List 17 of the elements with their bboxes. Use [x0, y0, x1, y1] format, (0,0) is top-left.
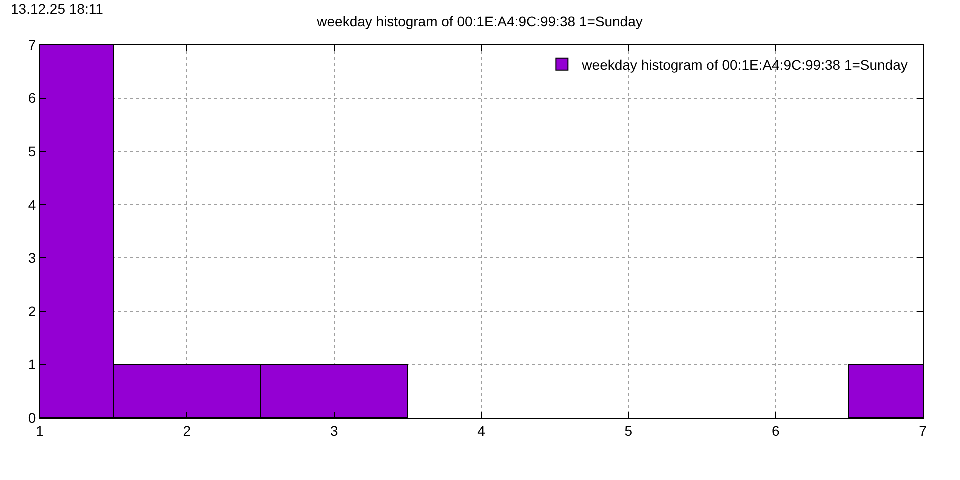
x-tick-label: 3	[330, 422, 338, 439]
y-tick-label: 1	[28, 356, 36, 373]
y-tick-label: 7	[28, 36, 36, 53]
y-tick-label: 5	[28, 143, 36, 160]
y-tick-label: 2	[28, 303, 36, 320]
x-tick-label: 6	[772, 422, 780, 439]
x-tick-label: 2	[183, 422, 192, 439]
y-tick-label: 0	[28, 410, 36, 426]
y-tick-label: 6	[28, 90, 36, 106]
x-tick-label: 4	[478, 422, 486, 439]
text: 13.12.25 18:11	[11, 1, 104, 17]
legend-label: weekday histogram of 00:1E:A4:9C:99:38 1=Sunday	[581, 56, 908, 73]
chart-title: weekday histogram of 00:1E:A4:9C:99:38 1=Sunday	[316, 14, 643, 30]
x-tick-label: 5	[624, 422, 633, 439]
y-tick-label: 4	[28, 196, 36, 213]
y-tick-label: 3	[28, 250, 36, 266]
x-tick-label: 7	[919, 422, 928, 439]
